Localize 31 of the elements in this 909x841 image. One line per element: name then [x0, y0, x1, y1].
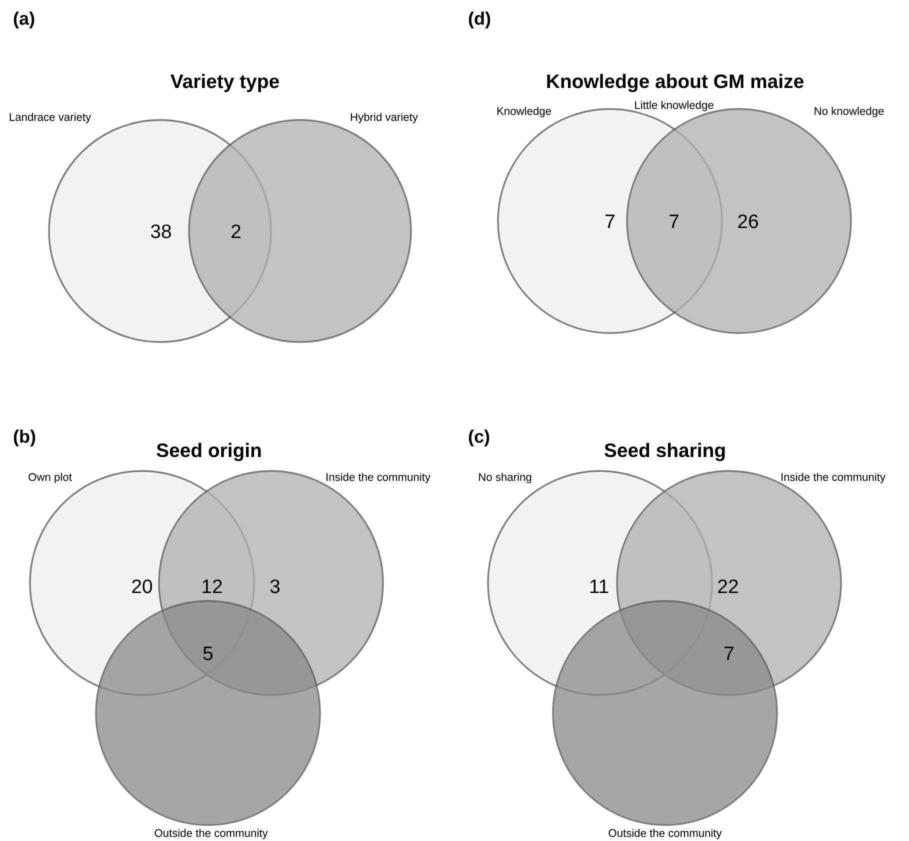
text: Landrace variety [10, 112, 92, 124]
text: Hybrid variety [350, 112, 418, 124]
data-label: 2 [232, 224, 240, 238]
data-label: 11 [590, 580, 608, 594]
data-label: 38 [150, 224, 171, 238]
text: No knowledge [814, 106, 884, 118]
text: No sharing [479, 472, 532, 484]
text: Inside the community [782, 472, 886, 484]
text: Knowledge about GM maize [547, 74, 804, 92]
data-label: 3 [270, 579, 280, 594]
data-label: 22 [718, 579, 738, 594]
text: Outside the community [608, 828, 722, 840]
text: Outside the community [154, 828, 268, 840]
data-label: 7 [724, 646, 734, 660]
text: Knowledge [497, 106, 551, 118]
data-label: 20 [132, 579, 152, 594]
data-label: 12 [202, 579, 222, 594]
data-label: 5 [203, 646, 213, 660]
data-label: 7 [670, 214, 678, 228]
text: (b) [14, 430, 36, 446]
text: Variety type [170, 74, 279, 92]
text: (d) [468, 12, 490, 28]
text: Own plot [28, 472, 72, 484]
text: Seed origin [156, 442, 261, 462]
text: Little knowledge [635, 100, 714, 112]
text: Inside the community [326, 472, 430, 484]
data-label: 7 [606, 214, 614, 228]
text: (a) [14, 12, 34, 28]
data-label: 26 [738, 214, 758, 228]
text: (c) [468, 430, 490, 446]
text: Seed sharing [604, 442, 725, 462]
